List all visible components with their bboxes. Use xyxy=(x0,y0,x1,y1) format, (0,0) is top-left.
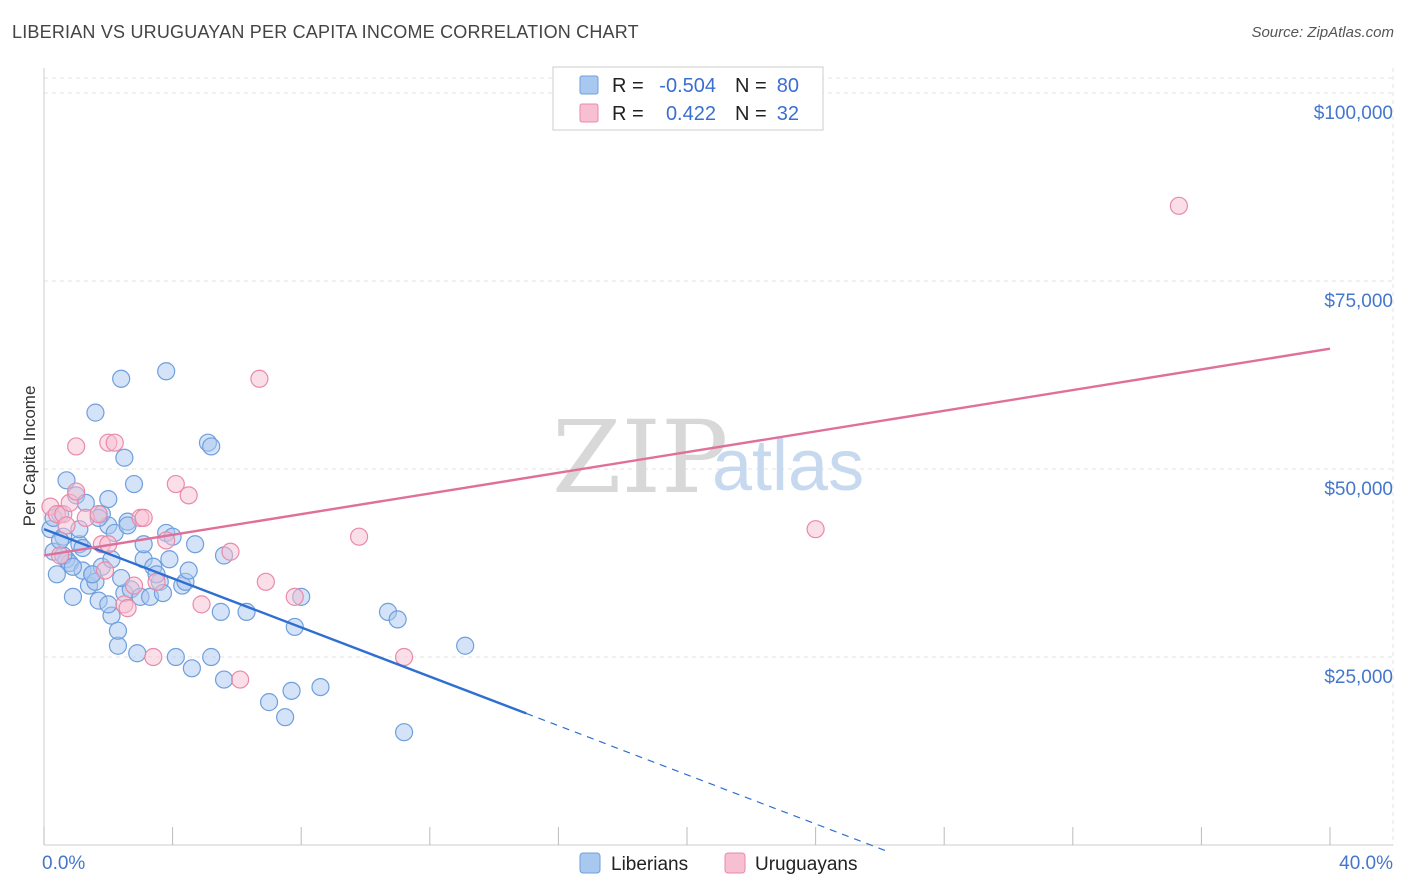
uruguayan-point xyxy=(1169,196,1188,215)
uruguayan-point xyxy=(192,595,211,614)
liberian-point xyxy=(259,693,279,712)
liberian-point xyxy=(108,621,128,640)
legend-n-value-0: 80 xyxy=(777,75,799,97)
uruguayan-point xyxy=(124,576,144,595)
liberian-point xyxy=(214,670,234,689)
legend-r-value-0: -0.504 xyxy=(659,75,716,97)
legend-r-value-1: 0.422 xyxy=(666,103,716,125)
bottom-legend-label-uruguayans: Uruguayans xyxy=(755,854,857,875)
uruguayan-point xyxy=(221,542,240,561)
legend-r-label-1: R = xyxy=(612,103,644,125)
uruguayan-point xyxy=(105,433,124,452)
y-tick-label: $75,000 xyxy=(1324,291,1393,312)
y-tick-label: $100,000 xyxy=(1314,103,1393,124)
bottom-legend-swatch-uruguayans xyxy=(724,852,746,874)
liberian-point xyxy=(186,535,205,554)
uruguayan-point xyxy=(57,516,76,535)
chart-source: Source: ZipAtlas.com xyxy=(1251,24,1394,41)
liberian-point xyxy=(394,723,414,742)
uruguayan-point xyxy=(95,561,115,580)
liberian-point xyxy=(112,369,131,388)
liberian-point xyxy=(115,448,134,467)
uruguayan-point xyxy=(349,527,369,546)
y-tick-labels: $25,000 $50,000 $75,000 $100,000 xyxy=(1314,103,1393,688)
liberian-trend-extension xyxy=(526,712,890,853)
uruguayan-point xyxy=(806,520,825,539)
liberian-point xyxy=(182,659,201,678)
watermark-zip: ZIP xyxy=(552,399,728,516)
legend-swatch-liberians xyxy=(579,75,599,95)
uruguayan-point xyxy=(179,486,198,505)
liberian-point xyxy=(124,474,144,494)
scatter-points xyxy=(41,196,1188,742)
uruguayan-point xyxy=(231,670,250,689)
chart-title: LIBERIAN VS URUGUAYAN PER CAPITA INCOME … xyxy=(12,22,639,42)
uruguayan-point xyxy=(285,587,304,606)
liberian-point xyxy=(179,561,198,580)
legend-r-label-0: R = xyxy=(612,75,644,97)
uruguayan-point xyxy=(134,508,153,527)
uruguayan-trend-line xyxy=(43,347,1331,557)
liberian-point xyxy=(99,489,118,509)
bottom-legend-swatch-liberians xyxy=(579,852,601,874)
liberian-point xyxy=(282,681,301,700)
legend-n-value-1: 32 xyxy=(777,103,799,125)
uruguayan-point xyxy=(67,437,86,456)
liberian-point xyxy=(63,587,83,606)
legend-swatch-uruguayans xyxy=(579,103,599,123)
liberian-point xyxy=(128,644,147,663)
watermark-atlas: atlas xyxy=(712,426,864,506)
correlation-legend: R = -0.504 N = 80 R = 0.422 N = 32 xyxy=(552,66,824,131)
liberian-point xyxy=(63,557,83,576)
liberian-point xyxy=(47,565,66,584)
uruguayan-point xyxy=(147,572,166,591)
liberian-point xyxy=(276,708,295,727)
liberian-point xyxy=(166,647,185,667)
uruguayan-point xyxy=(50,546,70,565)
uruguayan-point xyxy=(144,647,163,667)
legend-n-label-0: N = xyxy=(735,75,767,97)
y-axis-label: Per Capita Income xyxy=(20,386,39,527)
liberian-point xyxy=(99,595,118,614)
y-tick-label: $25,000 xyxy=(1324,667,1393,688)
uruguayan-point xyxy=(394,647,414,667)
series-legend: Liberians Uruguayans xyxy=(579,852,857,875)
uruguayan-point xyxy=(166,474,185,494)
liberian-point xyxy=(157,362,176,381)
axes xyxy=(43,68,1393,846)
liberian-trend-line xyxy=(43,528,527,715)
y-tick-label: $50,000 xyxy=(1324,479,1393,500)
liberian-point xyxy=(86,403,105,422)
liberian-point xyxy=(211,602,230,621)
liberian-point xyxy=(311,677,330,697)
liberian-point xyxy=(202,437,221,456)
uruguayan-point xyxy=(256,572,275,591)
trend-lines xyxy=(43,347,1331,853)
liberian-point xyxy=(160,550,179,569)
legend-n-label-1: N = xyxy=(735,103,767,125)
liberian-point xyxy=(456,636,475,655)
bottom-legend-label-liberians: Liberians xyxy=(611,854,688,875)
uruguayan-point xyxy=(250,369,269,388)
liberian-point xyxy=(202,647,221,667)
uruguayan-point xyxy=(118,599,137,618)
x-tick-label-end: 40.0% xyxy=(1339,853,1393,874)
uruguayan-point xyxy=(67,482,86,501)
liberian-point xyxy=(388,610,407,629)
uruguayan-point xyxy=(89,505,108,524)
x-tick-label-start: 0.0% xyxy=(42,853,85,874)
